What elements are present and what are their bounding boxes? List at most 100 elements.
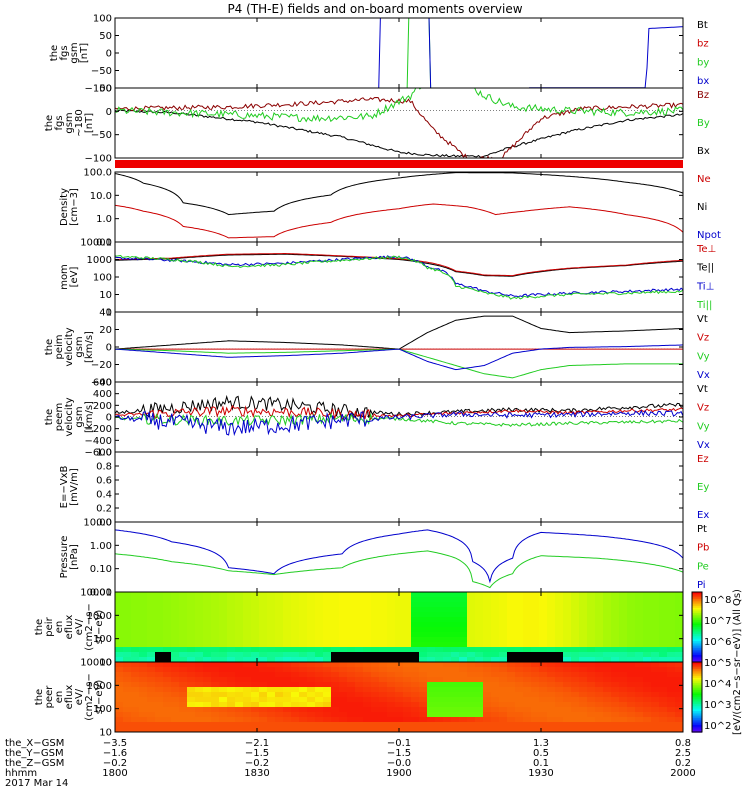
heatmap-cell	[363, 697, 372, 703]
y-axis-label: Density	[59, 188, 70, 226]
heatmap-cell	[507, 667, 516, 673]
heatmap-cell	[155, 622, 164, 628]
heatmap-cell	[203, 662, 212, 668]
series-line-vx	[115, 344, 683, 371]
heatmap-cell	[451, 707, 460, 713]
heatmap-cell	[243, 672, 252, 678]
y-tick-label: 10.00	[83, 518, 112, 529]
heatmap-cell	[571, 617, 580, 623]
heatmap-cell	[579, 727, 588, 732]
heatmap-cell	[483, 602, 492, 608]
heatmap-cell	[115, 612, 124, 618]
heatmap-cell	[155, 717, 164, 723]
heatmap-cell	[675, 612, 683, 618]
heatmap-cell	[251, 722, 260, 728]
heatmap-cell	[603, 657, 612, 662]
heatmap-cell	[139, 687, 148, 693]
heatmap-cell	[267, 642, 276, 648]
y-tick-label: −100	[85, 154, 112, 165]
heatmap-cell	[347, 662, 356, 668]
heatmap-cell	[531, 667, 540, 673]
heatmap-cell	[131, 712, 140, 718]
heatmap-cell	[331, 697, 340, 703]
heatmap-cell	[459, 597, 468, 603]
heatmap-cell	[235, 727, 244, 732]
heatmap-cell	[579, 597, 588, 603]
heatmap-cell	[395, 712, 404, 718]
heatmap-cell	[147, 647, 156, 653]
heatmap-cell	[411, 642, 420, 648]
heatmap-cell	[467, 677, 476, 683]
heatmap-cell	[243, 667, 252, 673]
heatmap-cell	[163, 617, 172, 623]
heatmap-cell	[395, 627, 404, 633]
heatmap-cell	[203, 707, 212, 713]
heatmap-cell	[539, 697, 548, 703]
heatmap-cell	[547, 617, 556, 623]
heatmap-cell	[483, 682, 492, 688]
series-line-te	[115, 253, 683, 277]
heatmap-cell	[387, 607, 396, 613]
heatmap-cell	[579, 607, 588, 613]
heatmap-cell	[563, 657, 572, 662]
heatmap-cell	[571, 667, 580, 673]
heatmap-cell	[227, 612, 236, 618]
heatmap-cell	[499, 687, 508, 693]
y-axis-label: [nT]	[79, 43, 90, 63]
heatmap-cell	[667, 692, 676, 698]
heatmap-cell	[403, 642, 412, 648]
heatmap-cell	[187, 627, 196, 633]
heatmap-cell	[659, 717, 668, 723]
heatmap-cell	[619, 597, 628, 603]
heatmap-cell	[451, 722, 460, 728]
heatmap-cell	[347, 657, 356, 662]
heatmap-cell	[163, 627, 172, 633]
legend-entry: Vz	[697, 333, 709, 344]
heatmap-cell	[339, 692, 348, 698]
heatmap-cell	[171, 632, 180, 638]
series-line-vy	[115, 348, 683, 379]
heatmap-cell	[115, 657, 124, 662]
y-tick-label: 10.0	[90, 191, 112, 202]
heatmap-cell	[595, 717, 604, 723]
heatmap-cell	[515, 717, 524, 723]
heatmap-cell	[131, 632, 140, 638]
heatmap-cell	[603, 637, 612, 643]
heatmap-cell	[219, 657, 228, 662]
heatmap-cell	[347, 722, 356, 728]
heatmap-cell	[155, 592, 164, 598]
heatmap-cell	[635, 602, 644, 608]
heatmap-cell	[171, 647, 180, 653]
heatmap-cell	[451, 622, 460, 628]
heatmap-cell	[403, 652, 412, 658]
heatmap-cell	[451, 637, 460, 643]
heatmap-cell	[211, 722, 220, 728]
heatmap-cell	[243, 632, 252, 638]
heatmap-cell	[243, 682, 252, 688]
heatmap-cell	[179, 612, 188, 618]
heatmap-cell	[651, 647, 660, 653]
heatmap-cell	[659, 677, 668, 683]
heatmap-cell	[475, 677, 484, 683]
heatmap-cell	[539, 702, 548, 708]
heatmap-cell	[571, 672, 580, 678]
legend-entry: Ne	[697, 174, 711, 185]
heatmap-cell	[451, 687, 460, 693]
spectrogram-p9	[115, 592, 683, 662]
heatmap-cell	[227, 652, 236, 658]
heatmap-cell	[563, 607, 572, 613]
heatmap-cell	[459, 612, 468, 618]
heatmap-cell	[171, 717, 180, 723]
heatmap-cell	[619, 612, 628, 618]
heatmap-cell	[355, 592, 364, 598]
heatmap-cell	[371, 652, 380, 658]
heatmap-cell	[139, 672, 148, 678]
heatmap-cell	[227, 632, 236, 638]
heatmap-cell	[411, 672, 420, 678]
heatmap-cell	[523, 612, 532, 618]
heatmap-cell	[155, 727, 164, 732]
heatmap-cell	[291, 687, 300, 693]
heatmap-cell	[499, 672, 508, 678]
heatmap-cell	[347, 597, 356, 603]
x-row-label: the_Z−GSM	[5, 758, 64, 769]
